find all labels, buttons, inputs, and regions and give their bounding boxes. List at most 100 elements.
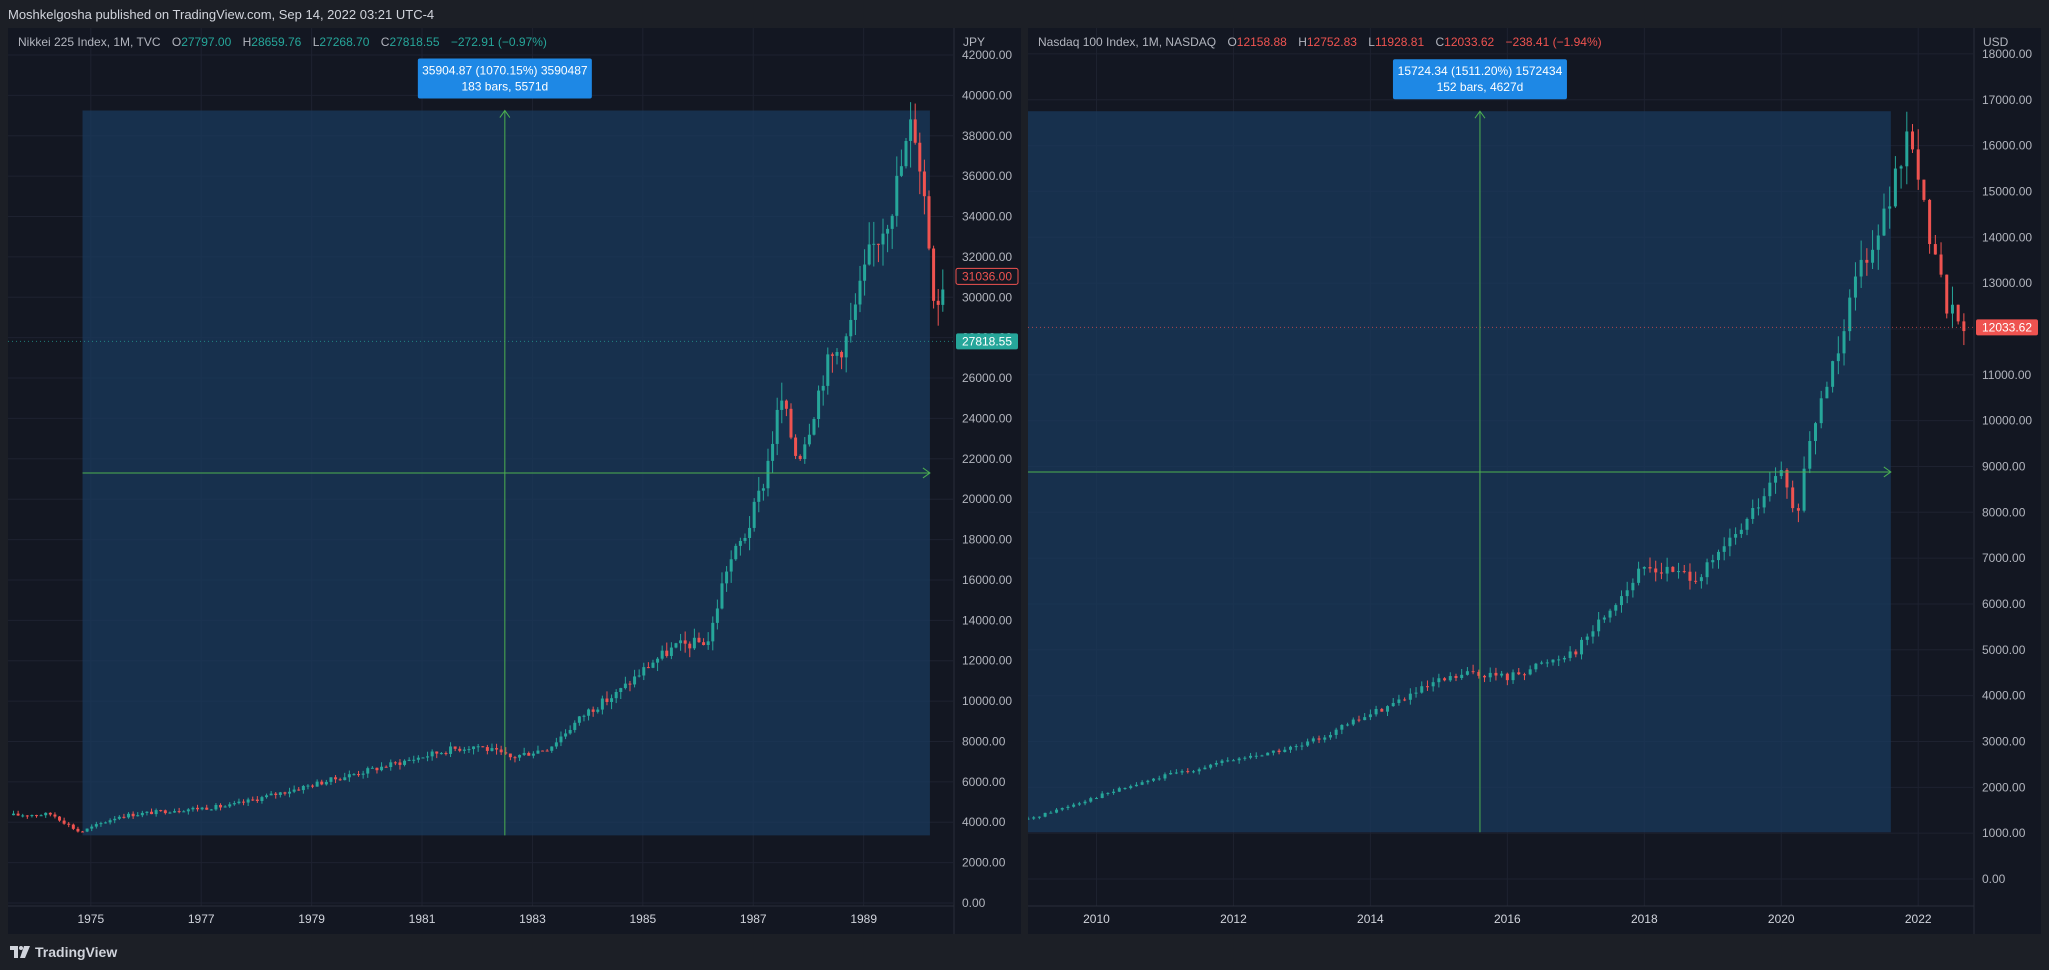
candle-body [711,622,715,642]
measure-label: 15724.34 (1511.20%) 1572434 152 bars, 462… [1392,59,1567,100]
candle-body [1734,534,1738,538]
candle-body [1871,249,1875,263]
tradingview-logo[interactable]: TradingView [10,944,117,960]
candle-body [1317,738,1321,740]
candle-body [1916,149,1920,180]
candle-body [729,559,733,572]
candle-body [269,793,273,796]
candle-body [71,824,75,829]
measure-arrow-right [922,467,931,479]
y-tick-label: 17000.00 [1982,93,2032,107]
candle-body [858,280,862,305]
candle-body [1425,686,1429,688]
x-tick-label: 1977 [188,912,215,926]
chart-pane-nikkei[interactable]: 35904.87 (1070.15%) 3590487 183 bars, 557… [8,28,1021,934]
y-tick-label: 14000.00 [962,613,1012,627]
candle-body [1140,782,1144,785]
candle-body [1745,518,1749,530]
candle-body [186,809,190,812]
y-tick-label: 24000.00 [962,411,1012,425]
candle-body [1066,806,1070,809]
x-tick-label: 2016 [1494,912,1521,926]
candle-body [352,774,356,776]
candle-body [163,810,167,814]
y-tick-label: 7000.00 [1982,551,2026,565]
nikkei-chart[interactable]: 35904.87 (1070.15%) 3590487 183 bars, 557… [8,28,1021,934]
candle-body [1477,671,1481,676]
candle-body [674,643,678,648]
candle-body [370,767,374,769]
candle-body [1865,259,1869,263]
candle-body [361,773,365,775]
nasdaq-chart[interactable]: 15724.34 (1511.20%) 1572434 152 bars, 462… [1028,28,2041,934]
measure-label: 35904.87 (1070.15%) 3590487 183 bars, 557… [417,58,592,99]
candle-body [1169,772,1173,775]
measure-label-box [417,58,592,99]
candle-body [504,752,508,754]
candle-body [1899,166,1903,169]
candle-body [748,527,752,538]
candle-body [895,175,899,216]
time-axis: 2010 2012 2014 2016 2018 2020 2022 [1083,912,1932,926]
candle-body [140,812,144,816]
y-tick-label: 32000.00 [962,250,1012,264]
candle-body [1483,675,1487,678]
candle-body [715,608,719,623]
candle-body [311,785,315,787]
candle-body [490,748,494,751]
nasdaq-low: 11928.81 [1374,35,1425,49]
candle-body [577,716,581,723]
candle-body [1043,812,1047,817]
candle-body [1254,755,1258,757]
candle-body [1551,659,1555,663]
candle-body [886,228,890,234]
nasdaq-legend: Nasdaq 100 Index, 1M, NASDAQ O12158.88 H… [1038,35,1602,49]
candle-body [1562,657,1566,660]
footer-bar: TradingView [0,934,2049,970]
measure-label-line1: 35904.87 (1070.15%) 3590487 [422,64,588,78]
candle-body [219,804,223,808]
candle-body [1591,631,1595,637]
candle-body [1391,702,1395,707]
candle-body [1876,235,1880,250]
candle-body [62,820,66,824]
y-tick-label: 9000.00 [1982,459,2026,473]
candle-body [136,815,140,817]
candle-body [1911,131,1915,150]
candle-body [1374,708,1378,715]
nasdaq-open: 12158.88 [1236,35,1287,49]
nikkei-close: 27818.55 [389,35,440,49]
candle-body [21,815,25,817]
publisher-text: Moshkelgosha published on TradingView.co… [8,7,435,22]
marker-price-tag: 31036.00 [955,267,1019,285]
candle-body [278,792,282,795]
candle-body [1505,673,1509,681]
candle-body [835,352,839,356]
candle-body [237,801,241,804]
candle-body [67,823,71,825]
candle-body [1625,590,1629,597]
y-tick-label: 16000.00 [1982,139,2032,153]
candle-body [697,637,701,643]
candle-body [288,791,292,794]
chart-pane-nasdaq[interactable]: 15724.34 (1511.20%) 1572434 152 bars, 462… [1028,28,2041,934]
candle-body [1893,168,1897,207]
candle-body [58,816,62,821]
y-tick-label: 22000.00 [962,452,1012,466]
candle-body [1437,678,1441,683]
candle-body [1774,476,1778,483]
candle-body [1511,672,1515,681]
candle-body [812,419,816,435]
candle-body [844,336,848,358]
candle-body [610,698,614,702]
y-tick-label: 20000.00 [962,492,1012,506]
marker-price-tag-text: 31036.00 [962,269,1012,283]
candle-body [568,729,572,734]
candle-body [338,779,342,781]
candle-body [1448,676,1452,681]
candle-body [421,757,425,759]
candle-body [12,813,16,816]
candle-body [734,545,738,560]
nikkei-open: 27797.00 [181,35,232,49]
candle-body [1408,693,1412,700]
